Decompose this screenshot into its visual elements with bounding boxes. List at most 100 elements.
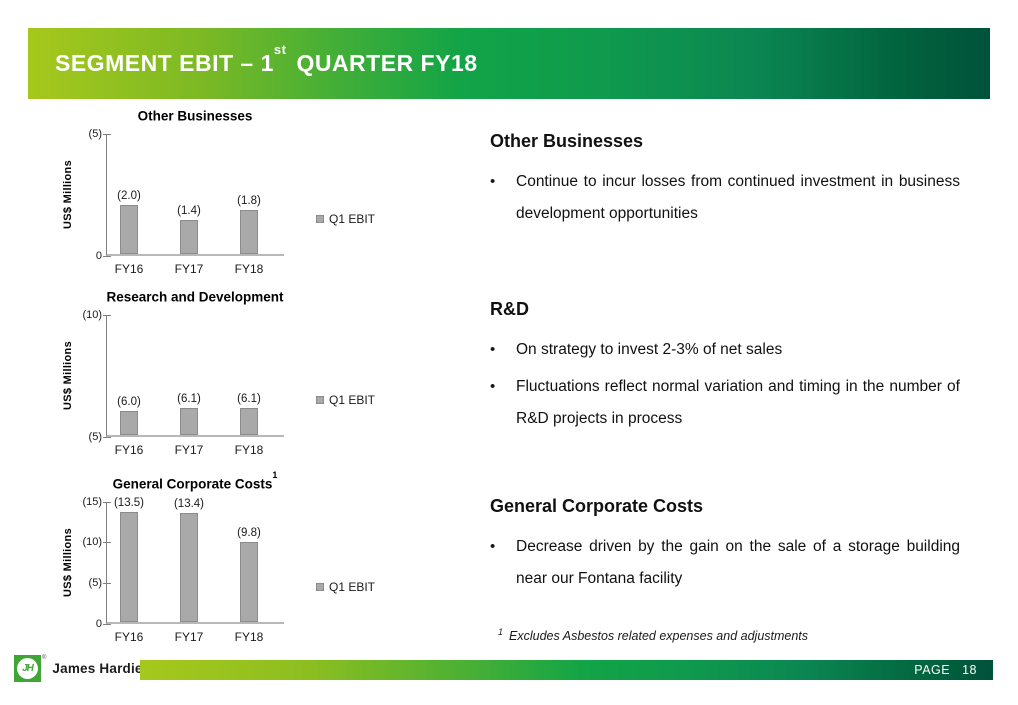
x-axis-category-label: FY18 [234, 629, 264, 644]
bullet-icon: • [490, 173, 496, 190]
x-axis-category-label: FY16 [114, 261, 144, 276]
x-axis-category-label: FY16 [114, 442, 144, 457]
y-axis-tick-mark [103, 542, 111, 544]
bar [120, 204, 138, 254]
plot-area: (15) (10) (5) 0 (13.5) FY16 (13.4) FY17 (9.8) FY1… [82, 496, 284, 644]
bullet-item: • Fluctuations reflect normal variation … [490, 371, 974, 435]
y-axis-tick-label: 0 [95, 617, 102, 630]
y-axis-label: US$ Millions [62, 341, 74, 410]
bullet-item: • Continue to incur losses from continue… [490, 166, 974, 230]
bar [240, 407, 258, 435]
y-axis-tick-mark [103, 255, 111, 257]
slide-title-bar: SEGMENT EBIT – 1st QUARTER FY18 [28, 28, 990, 99]
registered-trademark-icon: ® [42, 655, 47, 661]
chart-body: US$ Millions (5) 0 (2.0) FY16 (1.4) FY17 (1.8)… [40, 128, 490, 284]
chart-title: Research and Development [106, 288, 284, 305]
bullet-icon: • [490, 538, 496, 555]
bar [180, 407, 198, 435]
page-indicator: PAGE 18 [914, 663, 977, 677]
bar-value-label: (13.4) [173, 497, 205, 510]
legend-swatch-icon [316, 582, 324, 591]
chart-title: General Corporate Costs1 [106, 470, 284, 492]
plot-area: (10) (5) (6.0) FY16 (6.1) FY17 (6.1) FY18 [82, 309, 284, 457]
bar [120, 511, 138, 622]
legend-swatch-icon [316, 395, 324, 404]
y-axis-tick-mark [103, 582, 111, 584]
bullet-item: • On strategy to invest 2-3% of net sale… [490, 334, 974, 366]
chart-title-text: Other Businesses [137, 108, 253, 124]
bar-value-label: (6.1) [237, 392, 261, 405]
slide-title: SEGMENT EBIT – 1st QUARTER FY18 [55, 42, 478, 77]
slide-title-superscript: st [273, 42, 287, 58]
x-axis-category-label: FY17 [174, 442, 204, 457]
text-column: Other Businesses • Continue to incur los… [490, 99, 974, 659]
bar-value-label: (1.4) [177, 204, 201, 217]
company-name: James Hardie [52, 661, 143, 676]
chart-legend: Q1 EBIT [316, 393, 375, 407]
section-other-businesses: Other Businesses • Continue to incur los… [490, 131, 974, 235]
bar [120, 410, 138, 435]
james-hardie-logo-icon: JH [14, 655, 41, 682]
y-axis-label: US$ Millions [62, 528, 74, 597]
y-axis-label: US$ Millions [62, 160, 74, 229]
section-heading: R&D [490, 299, 529, 319]
slide-title-text: SEGMENT EBIT – 1 [55, 50, 274, 76]
bar-value-label: (2.0) [117, 189, 141, 202]
y-axis-tick-mark [103, 314, 111, 316]
y-axis-tick-label: (10) [82, 536, 102, 549]
y-axis-tick-label: (5) [88, 430, 102, 443]
bar-value-label: (6.1) [177, 392, 201, 405]
charts-column: Other Businesses US$ Millions (5) 0 (2.0) F… [40, 99, 490, 655]
bullet-text: Fluctuations reflect normal variation an… [516, 378, 960, 427]
chart-other-businesses: Other Businesses US$ Millions (5) 0 (2.0) F… [40, 107, 490, 284]
chart-title-text: General Corporate Costs [112, 476, 273, 492]
y-axis-tick-mark [103, 436, 111, 438]
logo-circle: JH [17, 658, 38, 679]
bar-value-label: (6.0) [117, 395, 141, 408]
section-heading: Other Businesses [490, 131, 644, 151]
legend-swatch-icon [316, 214, 324, 223]
chart-legend: Q1 EBIT [316, 212, 375, 226]
chart-research-and-development: Research and Development US$ Millions (1… [40, 288, 490, 465]
logo-monogram: JH [22, 663, 34, 674]
x-axis-category-label: FY18 [234, 442, 264, 457]
bar-value-label: (9.8) [237, 526, 261, 539]
section-heading: General Corporate Costs [490, 496, 704, 516]
chart-general-corporate-costs: General Corporate Costs1 US$ Millions (1… [40, 470, 490, 652]
y-axis-tick-mark [103, 623, 111, 625]
bullet-text: On strategy to invest 2-3% of net sales [516, 341, 783, 358]
y-axis-tick-label: (5) [88, 576, 102, 589]
chart-body: US$ Millions (15) (10) (5) 0 (13.5) FY16 (13.4… [40, 496, 490, 652]
x-axis-category-label: FY17 [174, 629, 204, 644]
legend-label: Q1 EBIT [329, 579, 376, 594]
bullet-item: • Decrease driven by the gain on the sal… [490, 531, 974, 595]
chart-legend: Q1 EBIT [316, 580, 375, 594]
bullet-icon: • [490, 378, 496, 395]
slide-title-text-2: QUARTER FY18 [296, 50, 478, 76]
bar [180, 512, 198, 622]
x-axis-category-label: FY17 [174, 261, 204, 276]
bar-value-label: (13.5) [113, 496, 145, 509]
bullet-text: Continue to incur losses from continued … [516, 173, 960, 222]
y-axis-tick-label: 0 [95, 249, 102, 262]
chart-title-superscript: 1 [272, 470, 278, 480]
footer-bar: PAGE 18 [140, 660, 993, 680]
bullet-text: Decrease driven by the gain on the sale … [516, 538, 960, 587]
chart-title: Other Businesses [106, 107, 284, 124]
chart-title-text: Research and Development [106, 289, 284, 305]
x-axis-category-label: FY16 [114, 629, 144, 644]
bar-value-label: (1.8) [237, 194, 261, 207]
footnote-superscript: 1 [498, 627, 504, 637]
legend-label: Q1 EBIT [329, 211, 376, 226]
footnote-text: Excludes Asbestos related expenses and a… [509, 629, 809, 644]
x-axis-category-label: FY18 [234, 261, 264, 276]
plot-area: (5) 0 (2.0) FY16 (1.4) FY17 (1.8) FY18 [89, 128, 284, 276]
y-axis-tick-label: (10) [82, 308, 102, 321]
section-rd: R&D • On strategy to invest 2-3% of net … [490, 299, 974, 440]
company-logo: JH ® James Hardie [14, 655, 143, 682]
legend-label: Q1 EBIT [329, 392, 376, 407]
chart-body: US$ Millions (10) (5) (6.0) FY16 (6.1) FY17 (6… [40, 309, 490, 465]
page-number: 18 [962, 663, 977, 677]
page-label: PAGE [914, 663, 951, 677]
